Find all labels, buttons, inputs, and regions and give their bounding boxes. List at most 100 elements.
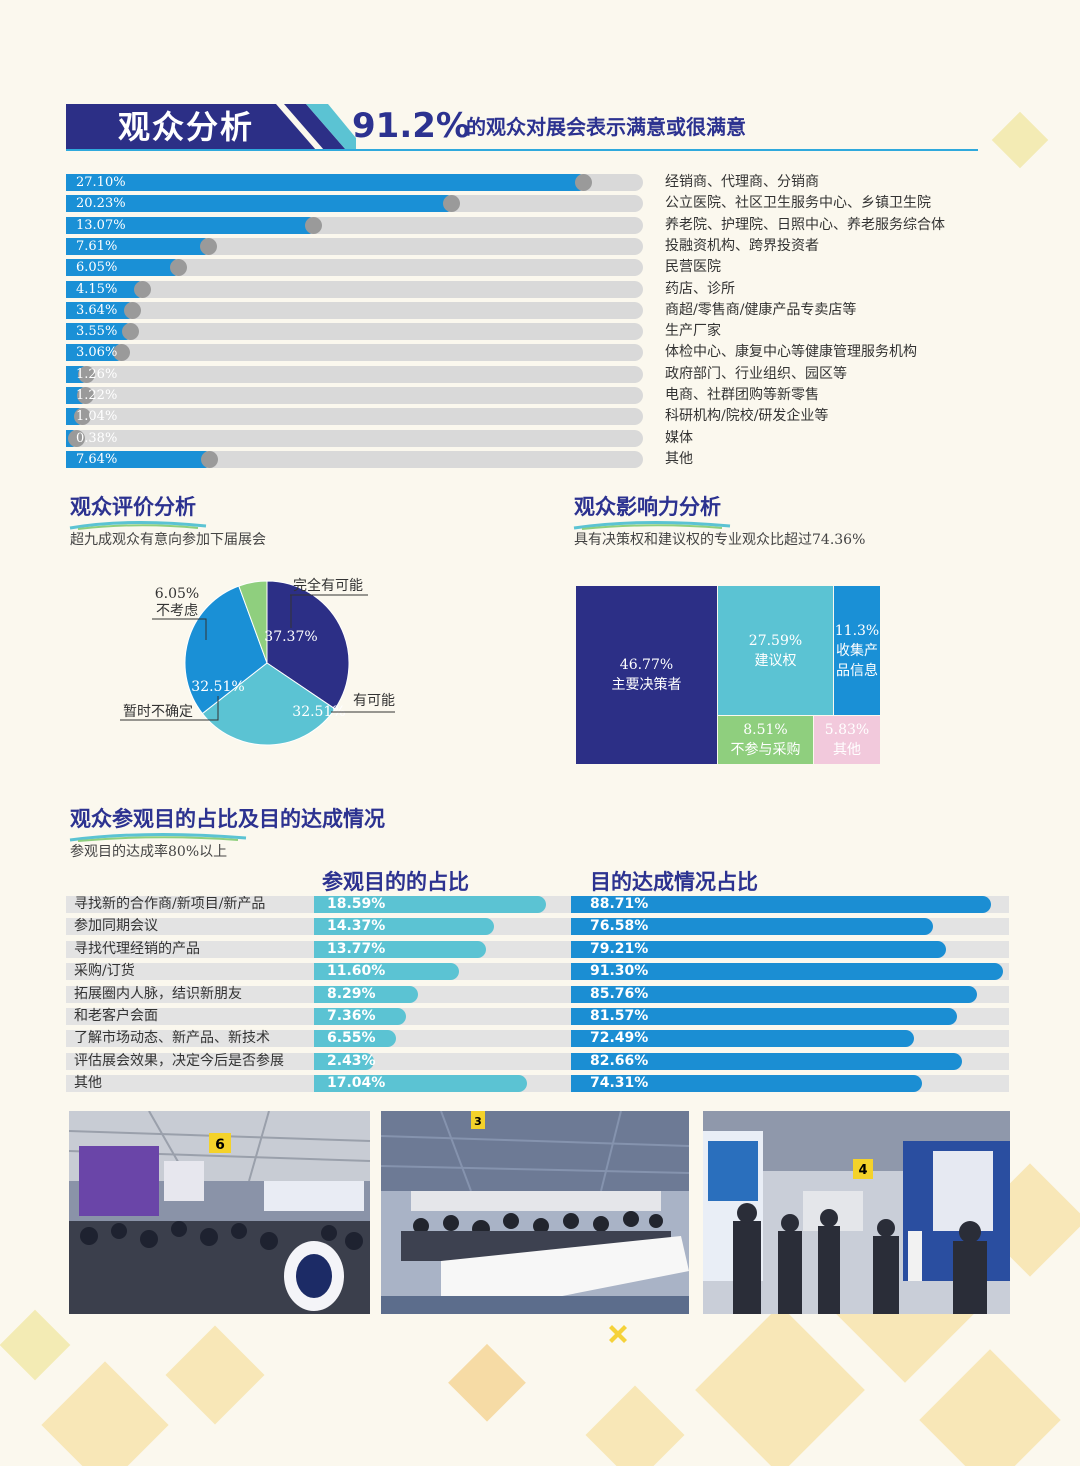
- purpose-share-bar: [314, 1075, 527, 1092]
- purpose-achieved-value: 72.49%: [590, 1030, 649, 1046]
- purpose-achieved-value: 79.21%: [590, 941, 649, 957]
- pie-leader-line: [196, 696, 219, 721]
- treemap-value: 11.3%: [834, 622, 880, 639]
- purpose-share-bar: [314, 1008, 406, 1025]
- bar-knob: [305, 217, 323, 234]
- pie-label: 6.05%: [155, 586, 199, 602]
- bar-knob: [575, 174, 593, 191]
- purpose-category-label: 拓展圈内人脉，结识新朋友: [74, 986, 242, 1002]
- treemap-label: 其他: [833, 742, 861, 758]
- bar-value: 27.10%: [76, 175, 126, 190]
- purpose-share-bar: [314, 986, 418, 1003]
- header-underline: [66, 149, 978, 151]
- bar-category-label: 电商、社群团购等新零售: [665, 387, 819, 403]
- bar-fill: [66, 238, 213, 255]
- bar-row: 7.61%: [66, 238, 643, 255]
- treemap-label: 收集产: [836, 642, 878, 659]
- pie-slice: [238, 580, 268, 664]
- purpose-category-label: 其他: [74, 1075, 102, 1091]
- exhibition-hall-photo: 6: [69, 1111, 370, 1314]
- pie-slice: [184, 585, 268, 715]
- pie-label: 不考虑: [156, 603, 198, 619]
- bar-knob: [74, 408, 91, 425]
- purpose-share-bar: [314, 1030, 396, 1047]
- purpose-share-value: 14.37%: [327, 918, 386, 934]
- bar-knob: [122, 323, 140, 340]
- bar-knob: [133, 281, 151, 298]
- purpose-share-value: 6.55%: [327, 1030, 376, 1046]
- bar-row: 3.55%: [66, 323, 643, 340]
- purpose-achieved-bar: [571, 1075, 923, 1092]
- purpose-category-label: 寻找代理经销的产品: [74, 941, 200, 957]
- purpose-achieved-value: 74.31%: [590, 1075, 649, 1091]
- conference-photo: 3: [381, 1111, 689, 1314]
- purpose-achieved-value: 82.66%: [590, 1053, 649, 1069]
- purpose-share-value: 7.36%: [327, 1008, 376, 1024]
- purpose-share-value: 13.77%: [327, 941, 386, 957]
- influence-subtitle: 具有决策权和建议权的专业观众比超过74.36%: [574, 532, 866, 548]
- purpose-share-bar: [314, 963, 459, 980]
- purpose-achieved-value: 81.57%: [590, 1008, 649, 1024]
- bar-track: [66, 430, 643, 447]
- purpose-share-bar: [314, 896, 547, 913]
- purpose-achieved-value: 85.76%: [590, 986, 649, 1002]
- bar-category-label: 民营医院: [665, 259, 721, 275]
- pie-label: 37.37%: [264, 629, 317, 645]
- purpose-share-value: 2.43%: [327, 1053, 376, 1069]
- bar-track: [66, 281, 643, 298]
- bar-row: 7.64%: [66, 451, 643, 468]
- title-swoosh: [69, 832, 247, 842]
- bar-knob: [112, 344, 130, 361]
- purpose-achieved-bar: [571, 1053, 962, 1070]
- bar-value: 1.22%: [76, 388, 118, 403]
- bar-fill: [66, 323, 135, 340]
- bar-value: 0.38%: [76, 431, 118, 446]
- bar-fill: [66, 195, 456, 212]
- treemap-cell: 11.3% 收集产 品信息: [834, 586, 880, 715]
- bar-fill: [66, 259, 183, 276]
- purpose-share-value: 11.60%: [327, 963, 386, 979]
- purpose-achieved-bar: [571, 963, 1003, 980]
- bar-value: 3.64%: [76, 303, 118, 318]
- bar-value: 4.15%: [76, 282, 118, 297]
- bar-value: 7.64%: [76, 452, 118, 467]
- bar-track: [66, 387, 643, 404]
- bar-category-label: 其他: [665, 451, 693, 467]
- bar-value: 3.55%: [76, 324, 118, 339]
- bar-category-label: 媒体: [665, 430, 693, 446]
- bar-fill: [66, 451, 213, 468]
- section-title-audience-analysis: 观众分析: [117, 108, 254, 146]
- treemap-value: 46.77%: [619, 657, 674, 673]
- bar-track: [66, 408, 643, 425]
- purpose-share-value: 17.04%: [327, 1075, 386, 1091]
- bar-row: 3.06%: [66, 344, 643, 361]
- bar-track: [66, 344, 643, 361]
- bar-knob: [200, 451, 218, 468]
- bar-category-label: 公立医院、社区卫生服务中心、乡镇卫生院: [665, 195, 931, 211]
- pie-leader-line: [152, 618, 207, 640]
- pie-label: 32.51%: [292, 704, 345, 720]
- purpose-achieved-bar: [571, 986, 977, 1003]
- bar-category-label: 投融资机构、跨界投资者: [665, 238, 819, 254]
- satisfaction-caption: 的观众对展会表示满意或很满意: [466, 115, 746, 139]
- booth-visitors-photo: 4: [703, 1111, 1010, 1314]
- bar-knob: [200, 238, 218, 255]
- bar-knob: [78, 366, 96, 383]
- bar-fill: [66, 217, 318, 234]
- treemap-cell: 8.51% 不参与采购: [718, 716, 813, 764]
- hall-number-sign: 4: [858, 1163, 867, 1178]
- bar-category-label: 科研机构/院校/研发企业等: [665, 408, 829, 424]
- pie-label: 暂时不确定: [123, 704, 193, 720]
- purpose-share-value: 8.29%: [327, 986, 376, 1002]
- treemap-value: 27.59%: [748, 632, 803, 649]
- bar-value: 20.23%: [76, 196, 126, 211]
- bar-category-label: 药店、诊所: [665, 281, 735, 297]
- purpose-achieved-bar: [571, 941, 946, 958]
- purpose-subtitle: 参观目的达成率80%以上: [70, 844, 228, 860]
- hall-number-sign: 3: [474, 1115, 482, 1128]
- treemap-cell: 5.83% 其他: [814, 716, 880, 764]
- bar-row: 1.04%: [66, 408, 643, 425]
- purpose-achieved-heading: 目的达成情况占比: [590, 870, 758, 894]
- purpose-share-heading: 参观目的的占比: [322, 870, 469, 894]
